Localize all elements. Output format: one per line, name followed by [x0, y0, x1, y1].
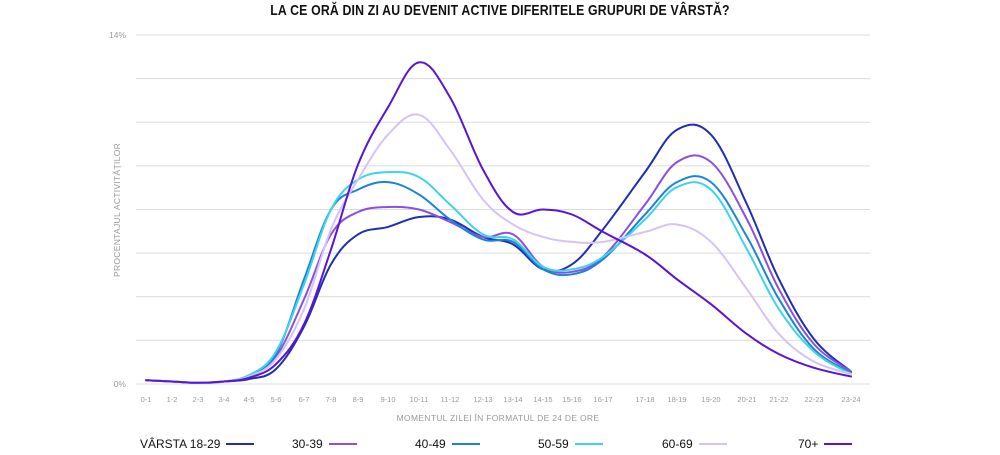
legend-label: 60-69: [662, 437, 693, 451]
series-line-50-59: [145, 170, 852, 384]
legend-swatch: [451, 443, 480, 445]
x-tick-label: 7-8: [326, 395, 337, 404]
x-tick-label: 16-17: [593, 395, 612, 404]
legend-item: VÂRSTA 18-29: [140, 437, 255, 451]
x-tick-label: 8-9: [353, 395, 364, 404]
x-tick-label: 5-6: [271, 395, 282, 404]
series-lines: [145, 61, 852, 384]
series-line-30-39: [145, 154, 852, 384]
x-axis-label: MOMENTUL ZILEI ÎN FORMATUL DE 24 DE ORE: [397, 413, 600, 423]
x-tick-label: 20-21: [737, 395, 756, 404]
legend-swatch: [328, 443, 357, 445]
legend-swatch: [574, 443, 603, 445]
legend-item: 40-49: [415, 437, 480, 451]
series-line-60-69: [145, 113, 852, 384]
x-tick-label: 0-1: [141, 395, 152, 404]
x-tick-label: 18-19: [667, 395, 686, 404]
legend-label: 70+: [798, 437, 819, 451]
gridlines: [136, 34, 870, 385]
legend-label: 40-49: [415, 437, 446, 451]
legend-label: 50-59: [538, 437, 569, 451]
x-tick-label: 23-24: [841, 395, 860, 404]
legend-item: 70+: [798, 437, 853, 451]
x-tick-label: 14-15: [533, 395, 552, 404]
series-line-v-rsta-18-29: [145, 123, 852, 384]
legend: VÂRSTA 18-29 30-39 40-49 50-59 60-69 70+: [0, 437, 1000, 455]
y-tick-label: 14%: [109, 30, 126, 40]
legend-label: 30-39: [292, 437, 323, 451]
x-axis-ticks: 0-1 1-2 2-3 3-4 4-5 5-6 6-7 7-8 8-9 9-10 10-11 11-1…: [141, 395, 861, 404]
x-tick-label: 19-20: [701, 395, 720, 404]
x-tick-label: 9-10: [380, 395, 395, 404]
legend-swatch: [698, 443, 727, 445]
x-tick-label: 4-5: [244, 395, 255, 404]
x-tick-label: 2-3: [193, 395, 204, 404]
x-tick-label: 12-13: [473, 395, 492, 404]
series-line-70plus: [145, 61, 852, 384]
y-tick-label: 0%: [114, 379, 127, 389]
x-tick-label: 21-22: [769, 395, 788, 404]
legend-item: 60-69: [662, 437, 727, 451]
x-tick-label: 6-7: [299, 395, 310, 404]
legend-item: 50-59: [538, 437, 603, 451]
legend-swatch: [824, 443, 853, 445]
legend-label: VÂRSTA 18-29: [140, 437, 221, 451]
x-tick-label: 17-18: [635, 395, 654, 404]
x-tick-label: 22-23: [804, 395, 823, 404]
x-tick-label: 10-11: [410, 395, 429, 404]
y-axis-ticks: 14% 0%: [109, 30, 126, 389]
y-axis-label: PROCENTAJUL ACTIVITĂȚILOR: [112, 143, 122, 277]
x-tick-label: 13-14: [503, 395, 522, 404]
x-tick-label: 11-12: [441, 395, 460, 404]
series-line-40-49: [145, 175, 852, 384]
legend-swatch: [226, 443, 255, 445]
legend-item: 30-39: [292, 437, 357, 451]
chart-title: LA CE ORĂ DIN ZI AU DEVENIT ACTIVE DIFER…: [270, 2, 730, 19]
x-tick-label: 1-2: [167, 395, 178, 404]
x-tick-label: 15-16: [562, 395, 581, 404]
x-tick-label: 3-4: [219, 395, 230, 404]
